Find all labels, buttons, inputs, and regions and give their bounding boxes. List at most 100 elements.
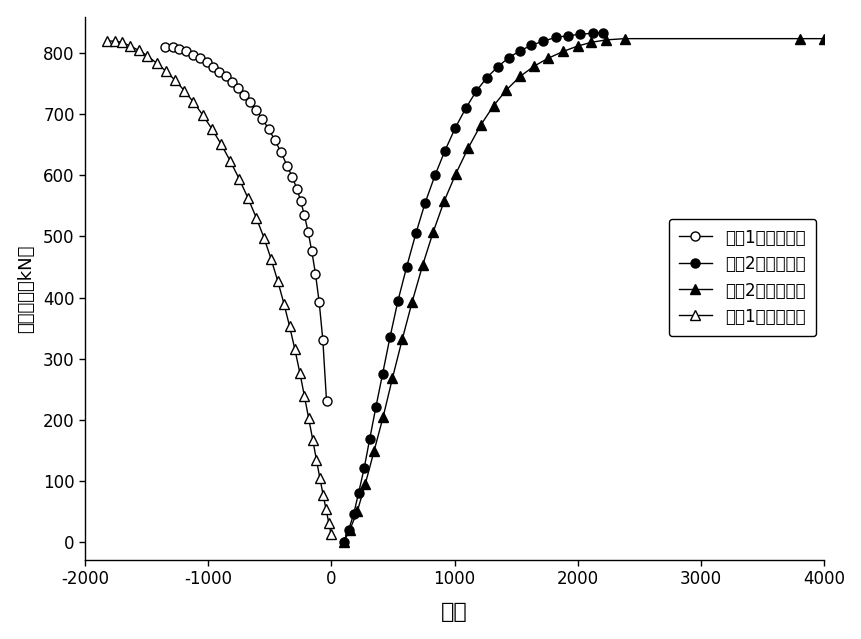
钢管1号位置环向 <box>307 436 318 443</box>
钢管2号位置轴向 <box>537 37 548 45</box>
钢管1号位置轴向 <box>195 54 205 61</box>
钢管1号位置轴向 <box>292 185 302 193</box>
钢管2号位置环向 <box>417 261 427 269</box>
钢管2号位置轴向 <box>370 404 381 412</box>
钢管1号位置环向 <box>258 234 269 242</box>
钢管1号位置轴向 <box>245 98 255 106</box>
钢管2号位置环向 <box>619 35 629 42</box>
钢管1号位置轴向 <box>302 227 313 235</box>
钢管1号位置环向 <box>318 491 328 498</box>
钢管2号位置环向 <box>360 480 370 488</box>
钢管1号位置轴向 <box>263 125 274 133</box>
钢管2号位置环向 <box>427 228 437 236</box>
钢管1号位置环向 <box>170 76 180 84</box>
钢管2号位置环向 <box>529 62 539 70</box>
钢管2号位置轴向 <box>562 32 573 40</box>
钢管1号位置轴向 <box>321 397 331 405</box>
钢管2号位置轴向 <box>348 511 358 518</box>
钢管2号位置轴向 <box>419 199 430 206</box>
钢管1号位置轴向 <box>181 48 191 56</box>
钢管2号位置环向 <box>352 507 362 515</box>
钢管1号位置环向 <box>251 213 261 221</box>
钢管1号位置轴向 <box>269 136 280 144</box>
钢管1号位置轴向 <box>208 63 218 70</box>
钢管2号位置环向 <box>369 447 379 455</box>
钢管1号位置轴向 <box>188 50 198 58</box>
钢管1号位置轴向 <box>310 270 320 277</box>
钢管2号位置轴向 <box>358 465 369 472</box>
钢管1号位置环向 <box>109 37 120 45</box>
钢管2号位置轴向 <box>430 171 440 179</box>
钢管1号位置环向 <box>299 392 309 399</box>
钢管1号位置轴向 <box>307 247 317 255</box>
钢管2号位置轴向 <box>449 124 460 132</box>
钢管2号位置轴向 <box>597 29 607 36</box>
Legend: 钢管1号位置轴向, 钢管2号位置轴向, 钢管2号位置环向, 钢管1号位置环向: 钢管1号位置轴向, 钢管2号位置轴向, 钢管2号位置环向, 钢管1号位置环向 <box>668 219 815 336</box>
钢管1号位置环向 <box>160 67 170 75</box>
Y-axis label: 支管荷载（kN）: 支管荷载（kN） <box>16 244 34 332</box>
钢管2号位置环向 <box>387 374 397 382</box>
钢管1号位置环向 <box>152 59 162 67</box>
钢管2号位置轴向 <box>514 47 524 55</box>
钢管1号位置轴向 <box>287 173 297 180</box>
钢管2号位置环向 <box>397 335 407 343</box>
钢管2号位置环向 <box>572 42 582 50</box>
钢管2号位置环向 <box>514 73 524 81</box>
钢管1号位置环向 <box>225 158 235 166</box>
钢管2号位置环向 <box>794 35 804 42</box>
钢管2号位置轴向 <box>410 229 420 237</box>
钢管2号位置轴向 <box>364 435 375 443</box>
钢管1号位置轴向 <box>238 91 249 98</box>
钢管2号位置环向 <box>462 144 473 151</box>
钢管2号位置环向 <box>406 298 417 305</box>
钢管2号位置环向 <box>344 526 355 534</box>
钢管1号位置环向 <box>320 505 331 513</box>
钢管2号位置环向 <box>600 36 610 43</box>
钢管2号位置轴向 <box>377 370 387 378</box>
钢管1号位置轴向 <box>201 59 212 66</box>
钢管2号位置环向 <box>338 538 349 546</box>
钢管1号位置环向 <box>142 52 152 59</box>
钢管1号位置环向 <box>216 141 226 148</box>
钢管2号位置轴向 <box>401 263 412 271</box>
钢管1号位置轴向 <box>299 212 309 219</box>
钢管1号位置轴向 <box>214 68 224 75</box>
钢管2号位置轴向 <box>574 31 585 38</box>
钢管2号位置轴向 <box>525 42 536 49</box>
钢管2号位置环向 <box>542 54 553 62</box>
钢管2号位置轴向 <box>353 489 363 497</box>
钢管2号位置轴向 <box>393 296 403 304</box>
X-axis label: 应变: 应变 <box>441 603 468 622</box>
钢管1号位置轴向 <box>282 162 292 169</box>
钢管1号位置轴向 <box>295 197 306 205</box>
钢管1号位置环向 <box>234 175 245 183</box>
钢管1号位置轴向 <box>318 336 328 344</box>
钢管1号位置环向 <box>125 42 135 50</box>
钢管1号位置环向 <box>272 277 282 285</box>
钢管1号位置环向 <box>325 530 336 537</box>
钢管1号位置环向 <box>133 47 144 54</box>
钢管1号位置环向 <box>117 38 127 46</box>
钢管2号位置环向 <box>378 413 388 420</box>
钢管1号位置轴向 <box>160 43 170 51</box>
钢管1号位置轴向 <box>313 298 324 305</box>
钢管1号位置轴向 <box>226 78 237 86</box>
钢管1号位置环向 <box>197 111 208 119</box>
钢管1号位置环向 <box>188 98 198 106</box>
钢管2号位置环向 <box>474 121 485 129</box>
钢管2号位置轴向 <box>550 34 561 42</box>
钢管1号位置环向 <box>278 300 288 307</box>
钢管1号位置环向 <box>303 415 313 422</box>
钢管2号位置轴向 <box>470 88 480 95</box>
钢管1号位置轴向 <box>167 43 177 51</box>
钢管1号位置环向 <box>294 369 305 376</box>
钢管2号位置轴向 <box>460 104 470 112</box>
Line: 钢管2号位置环向: 钢管2号位置环向 <box>339 34 828 546</box>
钢管1号位置环向 <box>102 37 112 45</box>
钢管1号位置轴向 <box>276 148 286 156</box>
钢管1号位置轴向 <box>232 84 243 92</box>
钢管2号位置环向 <box>585 38 596 46</box>
钢管2号位置轴向 <box>439 147 449 155</box>
钢管1号位置轴向 <box>257 116 267 123</box>
钢管1号位置环向 <box>243 194 253 202</box>
